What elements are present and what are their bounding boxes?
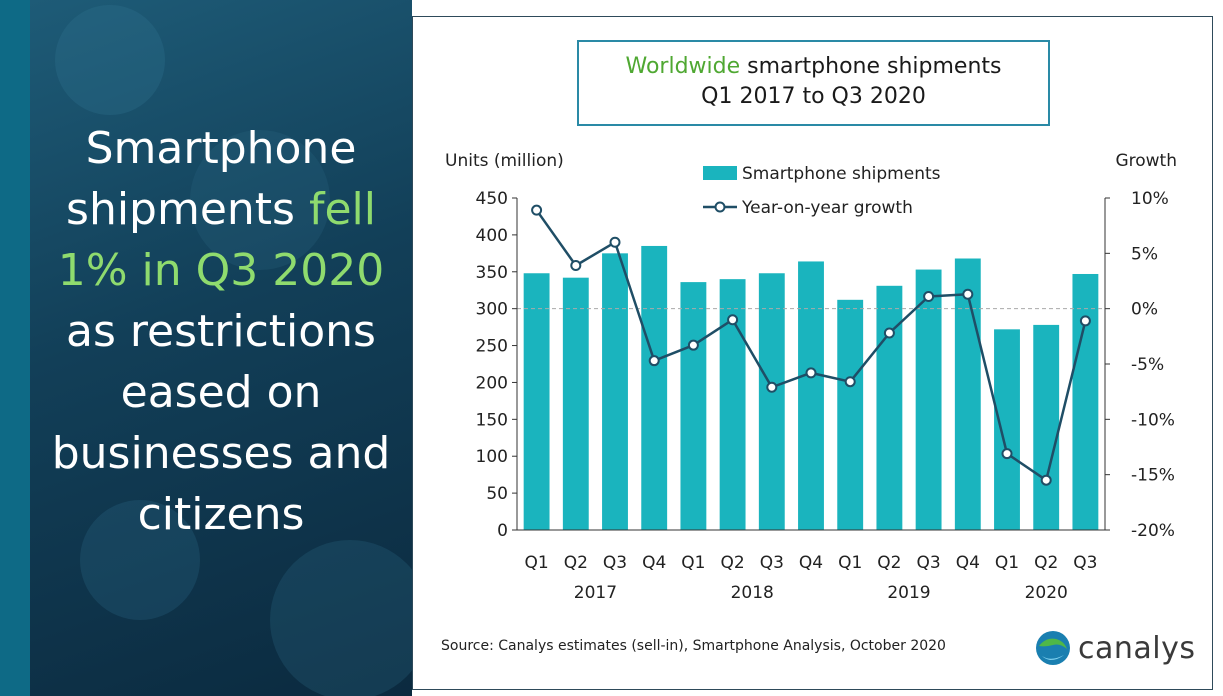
growth-point (648, 355, 660, 367)
headline-text-1: Smartphone shipments (66, 123, 357, 235)
growth-point (727, 314, 739, 326)
x-tick-label: Q3 (1073, 553, 1097, 573)
x-tick-label: Q3 (603, 553, 627, 573)
legend-swatch-marker (714, 201, 726, 213)
y2-tick-label: -10% (1131, 410, 1175, 430)
y-tick-label: 300 (476, 300, 508, 320)
chart-title-box: Worldwide smartphone shipments Q1 2017 t… (577, 40, 1050, 126)
x-tick-label: Q2 (877, 553, 901, 573)
growth-point (1040, 474, 1052, 486)
headline-text-2: as restrictions eased on businesses and … (51, 306, 391, 540)
bar (1033, 324, 1060, 530)
growth-point (531, 204, 543, 216)
bar (602, 253, 628, 531)
x-tick-label: Q2 (1034, 553, 1058, 573)
globe-icon (1036, 631, 1070, 665)
y-tick-label: 0 (497, 521, 508, 541)
bar (837, 299, 864, 530)
y-tick-label: 150 (476, 410, 508, 430)
y-tick-label: 450 (476, 189, 508, 209)
growth-point (609, 236, 621, 248)
year-label: 2017 (574, 583, 617, 603)
canalys-logo: canalys (1034, 628, 1196, 668)
x-tick-label: Q2 (720, 553, 744, 573)
y-axis-title: Units (million) (445, 151, 564, 171)
growth-point (805, 367, 817, 379)
title-accent: Worldwide (625, 54, 741, 79)
bar (562, 277, 589, 530)
y2-tick-label: 10% (1131, 189, 1169, 209)
x-tick-label: Q2 (564, 553, 588, 573)
legend-label-growth: Year-on-year growth (741, 198, 913, 218)
year-label: 2020 (1025, 583, 1068, 603)
source-note: Source: Canalys estimates (sell-in), Sma… (441, 638, 946, 654)
title-rest: smartphone shipments (740, 54, 1002, 79)
bar (994, 329, 1020, 530)
growth-point (570, 260, 582, 272)
y2-tick-label: -5% (1131, 355, 1164, 375)
bar (641, 245, 668, 530)
x-tick-label: Q4 (799, 553, 823, 573)
legend-label-shipments: Smartphone shipments (742, 164, 941, 184)
x-tick-label: Q3 (916, 553, 940, 573)
year-label: 2019 (887, 583, 930, 603)
bar (680, 282, 707, 530)
legend-swatch-bar (703, 166, 737, 180)
y-tick-label: 350 (476, 263, 508, 283)
growth-point (687, 339, 699, 351)
chart-subtitle: Q1 2017 to Q3 2020 (701, 84, 926, 109)
x-tick-label: Q4 (956, 553, 980, 573)
y-tick-label: 200 (476, 373, 508, 393)
x-tick-label: Q1 (524, 553, 548, 573)
y-tick-label: 50 (486, 484, 508, 504)
accent-stripe (0, 0, 30, 696)
headline-highlight: fell 1% in Q3 2020 (57, 184, 385, 296)
x-tick-label: Q3 (760, 553, 784, 573)
bar (758, 273, 785, 530)
growth-point (883, 327, 895, 339)
x-tick-label: Q4 (642, 553, 666, 573)
y2-tick-label: 0% (1131, 300, 1158, 320)
bar (954, 258, 981, 530)
bar (915, 269, 942, 530)
bar (523, 273, 550, 530)
chart-title: Worldwide smartphone shipments (579, 54, 1048, 79)
virus-background-image (55, 5, 412, 696)
y2-tick-label: -15% (1131, 466, 1175, 486)
y-tick-label: 400 (476, 226, 508, 246)
x-tick-label: Q1 (838, 553, 862, 573)
growth-point (1079, 315, 1091, 327)
growth-point (766, 381, 778, 393)
bar (798, 261, 824, 530)
growth-point (844, 376, 856, 388)
y-tick-label: 100 (476, 447, 508, 467)
y2-tick-label: 5% (1131, 244, 1158, 264)
growth-point (962, 288, 974, 300)
y2-axis-title: Growth (1115, 151, 1177, 171)
headline-panel: Smartphone shipments fell 1% in Q3 2020 … (0, 0, 412, 696)
logo-text: canalys (1078, 630, 1196, 666)
x-tick-label: Q1 (995, 553, 1019, 573)
year-label: 2018 (731, 583, 774, 603)
bar (876, 285, 903, 530)
legend: Smartphone shipments Year-on-year growth (703, 164, 941, 218)
x-tick-label: Q1 (681, 553, 705, 573)
bar (1072, 273, 1099, 530)
y2-tick-label: -20% (1131, 521, 1175, 541)
growth-point (1001, 448, 1013, 460)
y-tick-label: 250 (476, 337, 508, 357)
growth-point (923, 290, 935, 302)
headline: Smartphone shipments fell 1% in Q3 2020 … (30, 118, 412, 545)
